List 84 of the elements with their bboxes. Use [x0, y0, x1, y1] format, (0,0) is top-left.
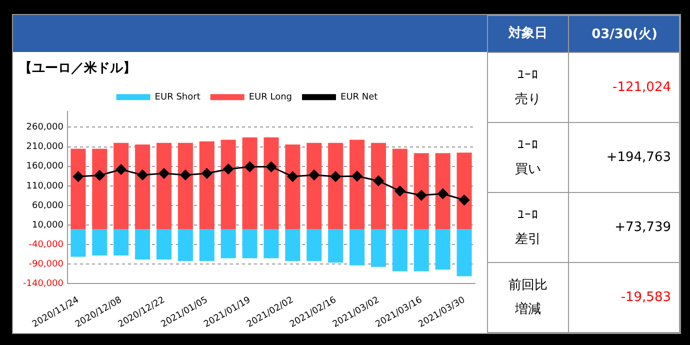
bar — [350, 140, 365, 229]
point — [202, 168, 212, 179]
bar — [370, 142, 386, 229]
bar — [414, 228, 429, 272]
y-tick-label: -40,000 — [28, 240, 64, 250]
bar — [220, 228, 236, 258]
bar — [328, 142, 344, 229]
bar — [350, 228, 365, 266]
text: ﾕｰﾛ — [516, 66, 540, 84]
bar — [199, 228, 214, 262]
bar — [392, 228, 408, 272]
bar — [285, 144, 300, 229]
bar — [328, 228, 344, 263]
bar — [156, 142, 172, 229]
y-tick-label: -140,000 — [22, 279, 64, 290]
point — [459, 194, 470, 206]
text: 増減 — [514, 300, 542, 318]
point — [394, 186, 406, 196]
bar — [70, 228, 86, 257]
point — [308, 170, 320, 180]
bar — [178, 228, 193, 262]
text: 買い — [514, 160, 542, 178]
point — [352, 170, 362, 182]
point — [330, 171, 341, 182]
bar — [306, 228, 322, 262]
chart-title: 【ユーロ／米ドル】 — [19, 60, 136, 76]
bar — [264, 228, 279, 258]
bar — [135, 144, 150, 229]
bar — [114, 228, 129, 256]
bar — [370, 228, 386, 267]
point — [266, 162, 276, 172]
point — [223, 164, 234, 174]
bar — [92, 228, 108, 256]
bar — [92, 148, 108, 229]
y-tick-label: 260,000 — [26, 122, 64, 133]
bar — [264, 137, 279, 229]
text: ﾕｰﾛ — [516, 136, 540, 154]
point — [137, 170, 148, 180]
point — [72, 171, 84, 182]
legend-label: EUR Short — [154, 92, 201, 102]
y-tick-label: 60,000 — [32, 200, 64, 211]
legend-label: EUR Long — [248, 92, 292, 102]
bar — [114, 142, 129, 229]
bar — [392, 148, 408, 229]
bar — [285, 228, 300, 262]
text: 対象日 — [507, 24, 548, 43]
point — [158, 168, 170, 179]
y-tick-label: 210,000 — [26, 142, 64, 152]
bar — [435, 153, 450, 229]
bar — [220, 140, 236, 229]
y-tick-label: 110,000 — [26, 181, 64, 192]
bar — [456, 228, 472, 276]
text: -19,583 — [568, 262, 680, 332]
text: 前回比 — [508, 276, 548, 294]
point — [373, 176, 384, 186]
bar — [435, 228, 450, 270]
legend-label: EUR Net — [340, 92, 378, 102]
point — [94, 170, 105, 181]
point — [180, 170, 191, 180]
text: ﾕｰﾛ — [516, 206, 540, 224]
text: 売り — [514, 90, 542, 108]
bar — [135, 228, 150, 260]
bar — [178, 142, 193, 229]
bar — [156, 228, 172, 260]
bar — [242, 137, 258, 229]
text: +194,763 — [568, 122, 680, 192]
y-tick-label: -90,000 — [28, 259, 64, 270]
bar — [456, 152, 472, 229]
text: 03/30(火) — [568, 16, 680, 52]
point — [287, 171, 298, 182]
point — [438, 188, 448, 199]
bar — [70, 148, 86, 229]
point — [244, 162, 256, 172]
text: -121,024 — [568, 52, 680, 122]
y-tick-label: 160,000 — [26, 162, 64, 172]
bar — [242, 228, 258, 258]
bar — [306, 142, 322, 229]
bar — [199, 141, 214, 229]
y-tick-label: 10,000 — [32, 220, 64, 230]
point — [116, 164, 126, 175]
bar — [414, 153, 429, 229]
text: +73,739 — [568, 192, 680, 262]
text: 差引 — [514, 230, 542, 248]
point — [416, 190, 427, 201]
